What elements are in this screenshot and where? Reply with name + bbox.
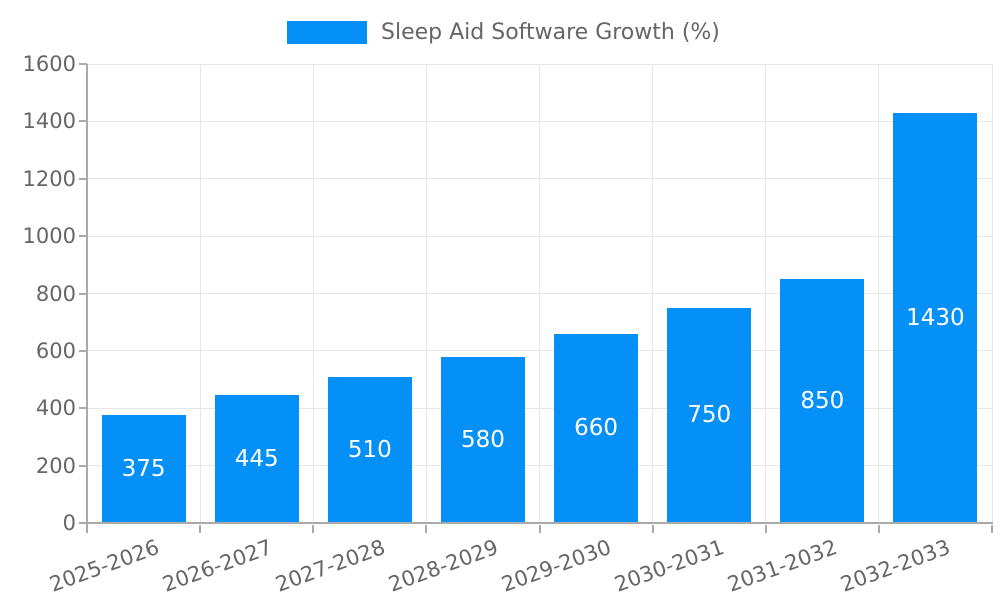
bar-value-label: 850: [800, 388, 845, 415]
x-tick-mark: [199, 525, 202, 533]
x-tick-mark: [764, 525, 767, 533]
y-axis-tick-label: 400: [35, 396, 76, 421]
y-tick-mark: [79, 407, 87, 410]
y-tick-mark: [79, 120, 87, 123]
bar-value-label: 445: [234, 446, 279, 473]
legend-swatch: [287, 20, 367, 44]
y-tick-mark: [79, 235, 87, 238]
y-axis-tick-label: 1400: [22, 109, 76, 134]
y-tick-mark: [79, 464, 87, 467]
y-axis-tick-label: 1200: [22, 166, 76, 191]
x-gridline: [878, 64, 880, 523]
bar: [440, 356, 525, 523]
y-axis-tick-label: 1600: [22, 52, 76, 76]
y-axis-tick-label: 200: [35, 453, 76, 478]
y-axis-tick-label: 600: [35, 338, 76, 363]
legend-label: Sleep Aid Software Growth (%): [381, 19, 720, 45]
bar-value-label: 375: [121, 456, 166, 483]
y-tick-mark: [79, 292, 87, 295]
y-axis-tick-label: 1000: [22, 224, 76, 249]
x-gridline: [652, 64, 654, 523]
x-gridline: [199, 64, 201, 523]
x-gridline: [991, 64, 993, 523]
x-gridline: [425, 64, 427, 523]
x-tick-mark: [538, 525, 541, 533]
bar: [327, 376, 412, 523]
bar-value-label: 660: [574, 415, 619, 442]
bar: [780, 279, 865, 523]
bar: [554, 333, 639, 523]
x-tick-mark: [991, 525, 993, 533]
bar-value-label: 1430: [906, 304, 965, 331]
x-gridline: [765, 64, 767, 523]
bar: [101, 415, 186, 523]
y-tick-mark: [79, 63, 87, 65]
y-axis-line: [86, 64, 88, 525]
y-axis-tick-label: 800: [35, 281, 76, 306]
bar: [667, 307, 752, 523]
legend: Sleep Aid Software Growth (%): [287, 18, 720, 46]
x-tick-mark: [877, 525, 880, 533]
bar: [214, 395, 299, 523]
x-gridline: [539, 64, 540, 523]
y-tick-mark: [79, 522, 87, 524]
bar-value-label: 750: [687, 402, 732, 429]
x-axis-line: [86, 522, 993, 524]
bar-value-label: 580: [460, 426, 505, 453]
x-gridline: [312, 64, 314, 523]
bar: [893, 112, 978, 523]
y-tick-mark: [79, 349, 87, 352]
bar-value-label: 510: [347, 436, 392, 463]
x-tick-mark: [86, 525, 88, 533]
y-tick-mark: [79, 177, 87, 180]
y-axis-tick-label: 0: [62, 511, 76, 535]
x-tick-mark: [312, 525, 315, 533]
x-tick-mark: [425, 525, 428, 533]
x-tick-mark: [651, 525, 654, 533]
